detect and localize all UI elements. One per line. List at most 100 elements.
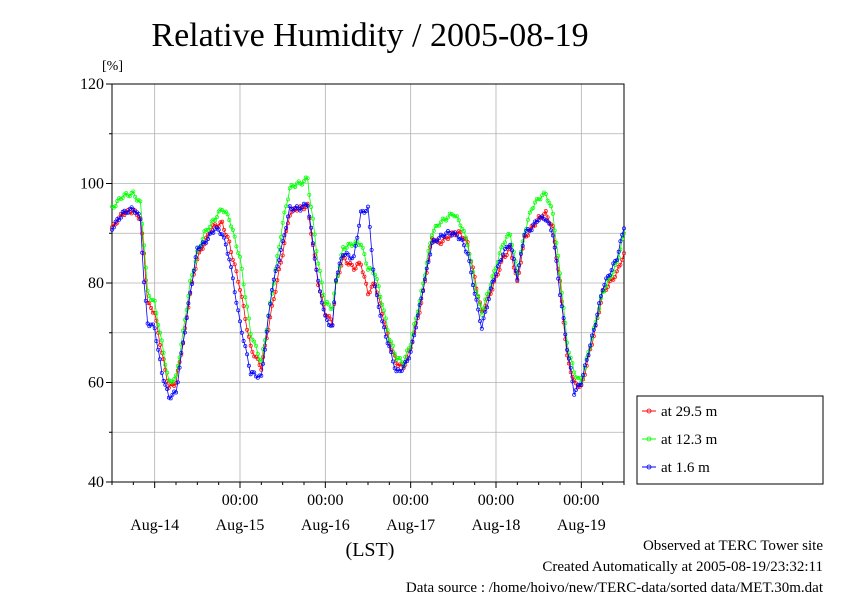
- data-point: [330, 323, 335, 328]
- data-point: [323, 313, 328, 318]
- data-point: [198, 244, 203, 249]
- data-point: [406, 346, 411, 351]
- data-point: [124, 191, 129, 196]
- data-point: [344, 245, 349, 250]
- data-point: [401, 364, 406, 369]
- data-point: [245, 327, 250, 332]
- data-point: [495, 264, 500, 269]
- data-point: [222, 235, 226, 240]
- data-point: [609, 268, 614, 273]
- data-point: [275, 254, 280, 258]
- data-point: [350, 262, 354, 267]
- x-time-tick-label: 00:00: [478, 492, 514, 509]
- data-point: [246, 334, 251, 339]
- series-2: [110, 201, 626, 401]
- data-point: [131, 207, 136, 212]
- data-point: [286, 214, 290, 219]
- data-point: [268, 301, 273, 306]
- data-point: [300, 182, 305, 187]
- data-point: [412, 333, 417, 338]
- data-point: [470, 265, 475, 270]
- data-point: [197, 247, 202, 252]
- data-point: [403, 354, 408, 359]
- data-point: [600, 288, 605, 293]
- data-point: [303, 202, 308, 207]
- data-point: [367, 290, 372, 295]
- data-point: [543, 218, 548, 223]
- data-point: [328, 317, 333, 322]
- data-point: [483, 297, 488, 302]
- data-point: [597, 301, 602, 306]
- data-point: [174, 390, 178, 395]
- data-point: [161, 350, 166, 355]
- data-point: [243, 344, 248, 349]
- data-point: [476, 307, 481, 312]
- data-point: [163, 382, 168, 387]
- data-point: [357, 223, 362, 228]
- data-point: [238, 287, 242, 292]
- data-point: [559, 304, 564, 309]
- data-point: [172, 383, 177, 388]
- data-point: [159, 338, 164, 343]
- data-point: [259, 367, 264, 372]
- data-point: [444, 218, 449, 223]
- data-point: [351, 254, 356, 259]
- data-point: [488, 286, 493, 291]
- data-point: [442, 234, 447, 239]
- data-point: [547, 221, 552, 226]
- data-point: [241, 303, 246, 308]
- data-point: [620, 232, 625, 237]
- data-point: [230, 228, 235, 232]
- data-point: [616, 249, 621, 254]
- data-point: [115, 217, 120, 222]
- data-point: [417, 302, 422, 307]
- data-point: [554, 240, 559, 245]
- data-point: [456, 237, 461, 242]
- data-point: [453, 214, 458, 219]
- x-date-tick-label: Aug-16: [301, 517, 350, 534]
- data-point: [545, 215, 550, 220]
- data-point: [254, 343, 258, 348]
- data-point: [454, 233, 459, 238]
- data-point: [200, 240, 205, 245]
- data-point: [574, 375, 578, 380]
- data-point: [245, 352, 250, 357]
- data-point: [207, 224, 212, 229]
- data-point: [319, 280, 324, 285]
- data-point: [447, 211, 452, 216]
- data-point: [515, 272, 520, 277]
- data-point: [426, 259, 431, 264]
- data-point: [325, 317, 330, 322]
- data-point: [595, 312, 600, 317]
- data-point: [236, 251, 241, 256]
- data-point: [126, 210, 130, 215]
- data-point: [238, 254, 242, 259]
- data-point: [469, 270, 474, 275]
- data-point: [536, 218, 541, 223]
- data-point: [476, 294, 481, 298]
- data-point: [234, 300, 239, 305]
- data-point: [577, 383, 582, 387]
- data-point: [154, 311, 159, 316]
- data-point: [534, 196, 539, 201]
- data-point: [126, 193, 130, 198]
- data-point: [138, 217, 143, 222]
- data-point: [504, 244, 509, 249]
- y-tick-label: 120: [80, 76, 104, 93]
- data-point: [262, 338, 267, 343]
- data-point: [492, 268, 497, 273]
- data-point: [613, 274, 618, 279]
- data-point: [412, 321, 417, 326]
- data-point: [426, 248, 431, 253]
- data-point: [360, 270, 365, 275]
- data-point: [227, 239, 232, 244]
- data-point: [282, 210, 287, 215]
- data-point: [584, 357, 589, 362]
- data-point: [406, 356, 411, 361]
- data-point: [284, 204, 289, 209]
- data-point: [577, 375, 582, 380]
- data-point: [387, 344, 392, 349]
- data-point: [552, 245, 557, 250]
- data-point: [378, 294, 383, 299]
- data-point: [346, 252, 351, 257]
